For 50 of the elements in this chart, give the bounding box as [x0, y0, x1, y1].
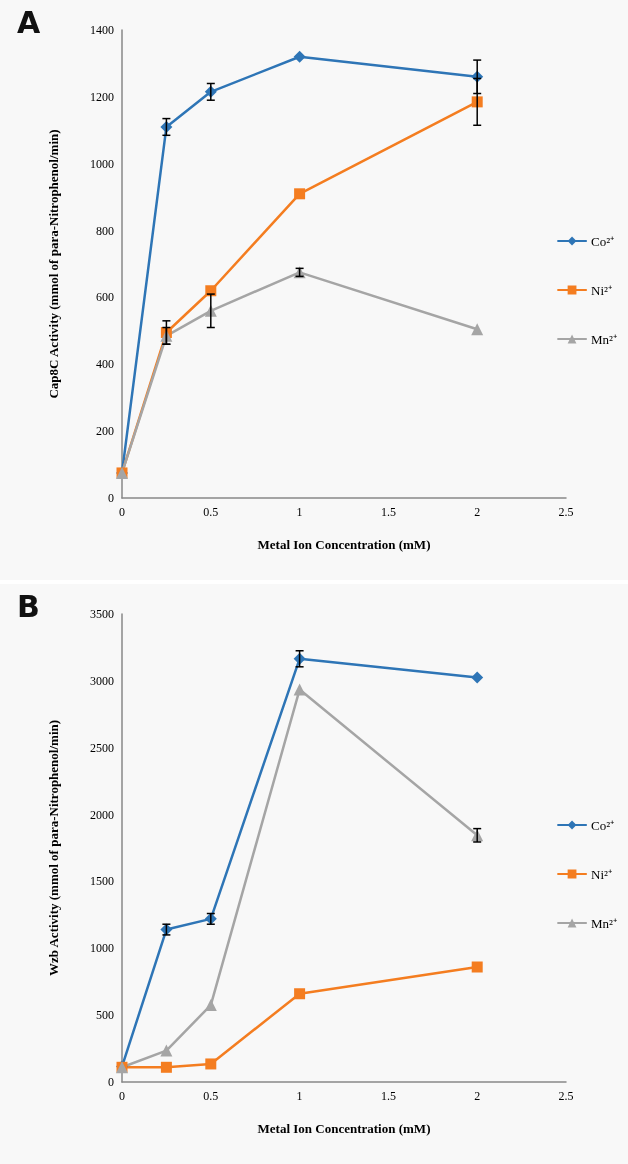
y-tick-label: 600: [96, 290, 114, 305]
chart-title: A: [17, 4, 41, 40]
chart-title: B: [17, 588, 40, 624]
y-tick-label: 0: [108, 1075, 114, 1089]
y-tick-label: 500: [96, 1008, 114, 1023]
point: [471, 961, 483, 973]
y-tick-label: 1000: [90, 156, 114, 171]
x-tick-label: 1.5: [380, 505, 396, 519]
x-tick-label: 1.5: [380, 1089, 396, 1103]
point: [294, 988, 306, 1000]
legend-label: Mn²⁺: [591, 915, 618, 931]
legend-label: Co²⁺: [591, 233, 615, 249]
y-tick-label: 1400: [90, 23, 114, 37]
y-tick-label: 0: [108, 491, 114, 505]
point: [160, 1044, 173, 1057]
x-axis-title: Metal Ion Concentration (mM): [257, 1121, 431, 1136]
point: [293, 683, 306, 696]
y-tick-label: 1000: [90, 941, 114, 956]
legend-label: Mn²⁺: [591, 331, 618, 347]
x-axis-title: Metal Ion Concentration (mM): [257, 537, 431, 552]
point: [205, 1058, 217, 1070]
x-tick-label: 1: [296, 1089, 303, 1103]
x-tick-label: 0.5: [203, 505, 219, 519]
y-tick-label: 3500: [90, 607, 114, 621]
y-tick-label: 2500: [90, 740, 114, 755]
point: [471, 323, 484, 336]
y-tick-label: 800: [96, 223, 114, 238]
legend-label: Co²⁺: [591, 817, 615, 833]
x-tick-label: 2: [474, 1089, 481, 1103]
y-tick-label: 1200: [90, 89, 114, 104]
point: [160, 1061, 172, 1073]
y-axis-title: Cap8C Activity (mmol of para-Nitrophenol/min): [46, 129, 61, 399]
point: [294, 188, 306, 200]
y-tick-label: 400: [96, 357, 114, 372]
y-tick-label: 3000: [90, 673, 114, 688]
x-tick-label: 0: [119, 505, 125, 519]
y-tick-label: 1500: [90, 874, 114, 889]
legend-label: Ni²⁺: [591, 282, 612, 298]
y-tick-label: 200: [96, 424, 114, 439]
x-tick-label: 0: [119, 1089, 125, 1103]
x-tick-label: 2: [474, 505, 481, 519]
y-tick-label: 2000: [90, 807, 114, 822]
legend-label: Ni²⁺: [591, 866, 612, 882]
x-tick-label: 0.5: [203, 1089, 219, 1103]
x-tick-label: 1: [296, 505, 303, 519]
y-axis-title: Wzb Activity (mmol of para-Nitrophenol/min): [46, 719, 61, 977]
x-tick-label: 2.5: [558, 1089, 574, 1103]
x-tick-label: 2.5: [558, 505, 574, 519]
point: [293, 50, 306, 63]
point: [471, 671, 484, 684]
